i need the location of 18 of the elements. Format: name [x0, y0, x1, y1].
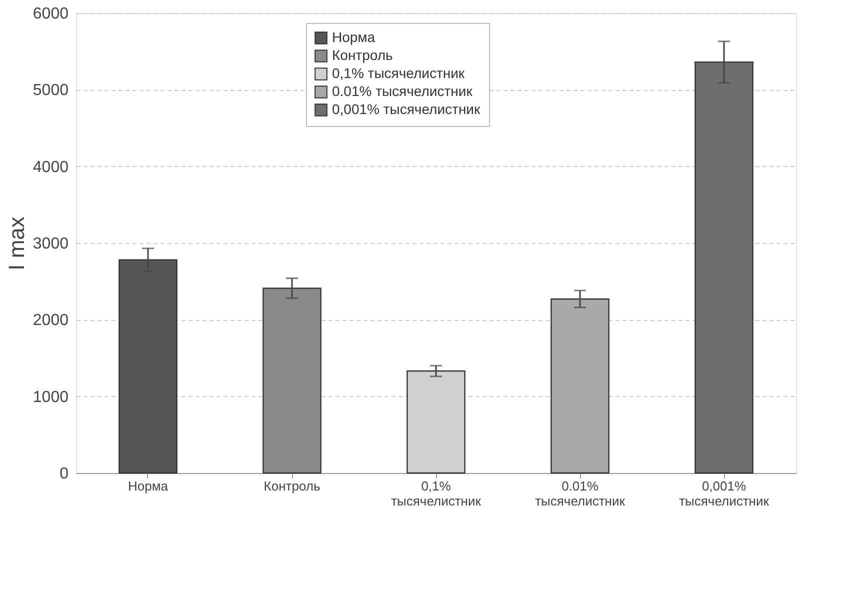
y-tick-label: 1000	[32, 388, 69, 406]
x-tick-label: 0.01% тысячелистник	[535, 478, 626, 508]
x-tick-label: 0,001% тысячелистник	[679, 478, 770, 508]
y-tick-label: 5000	[32, 82, 69, 100]
y-tick-label: 2000	[32, 312, 69, 330]
y-tick-label: 0	[60, 466, 69, 482]
legend-label: Контроль	[332, 47, 393, 63]
y-tick-label: 3000	[32, 236, 69, 252]
legend-label: 0.01% тысячелистник	[332, 83, 474, 99]
y-axis-title: I max	[4, 216, 29, 270]
x-tick-label: Норма	[128, 478, 169, 494]
legend-label: 0,1% тысячелистник	[332, 65, 466, 81]
x-tick-label: Контроль	[264, 478, 320, 494]
legend-label: Норма	[332, 29, 376, 45]
legend-label: 0,001% тысячелистник	[332, 101, 481, 117]
y-tick-label: 6000	[32, 6, 69, 22]
y-tick-label: 4000	[32, 158, 69, 176]
x-tick-label: 0,1% тысячелистник	[391, 478, 482, 508]
